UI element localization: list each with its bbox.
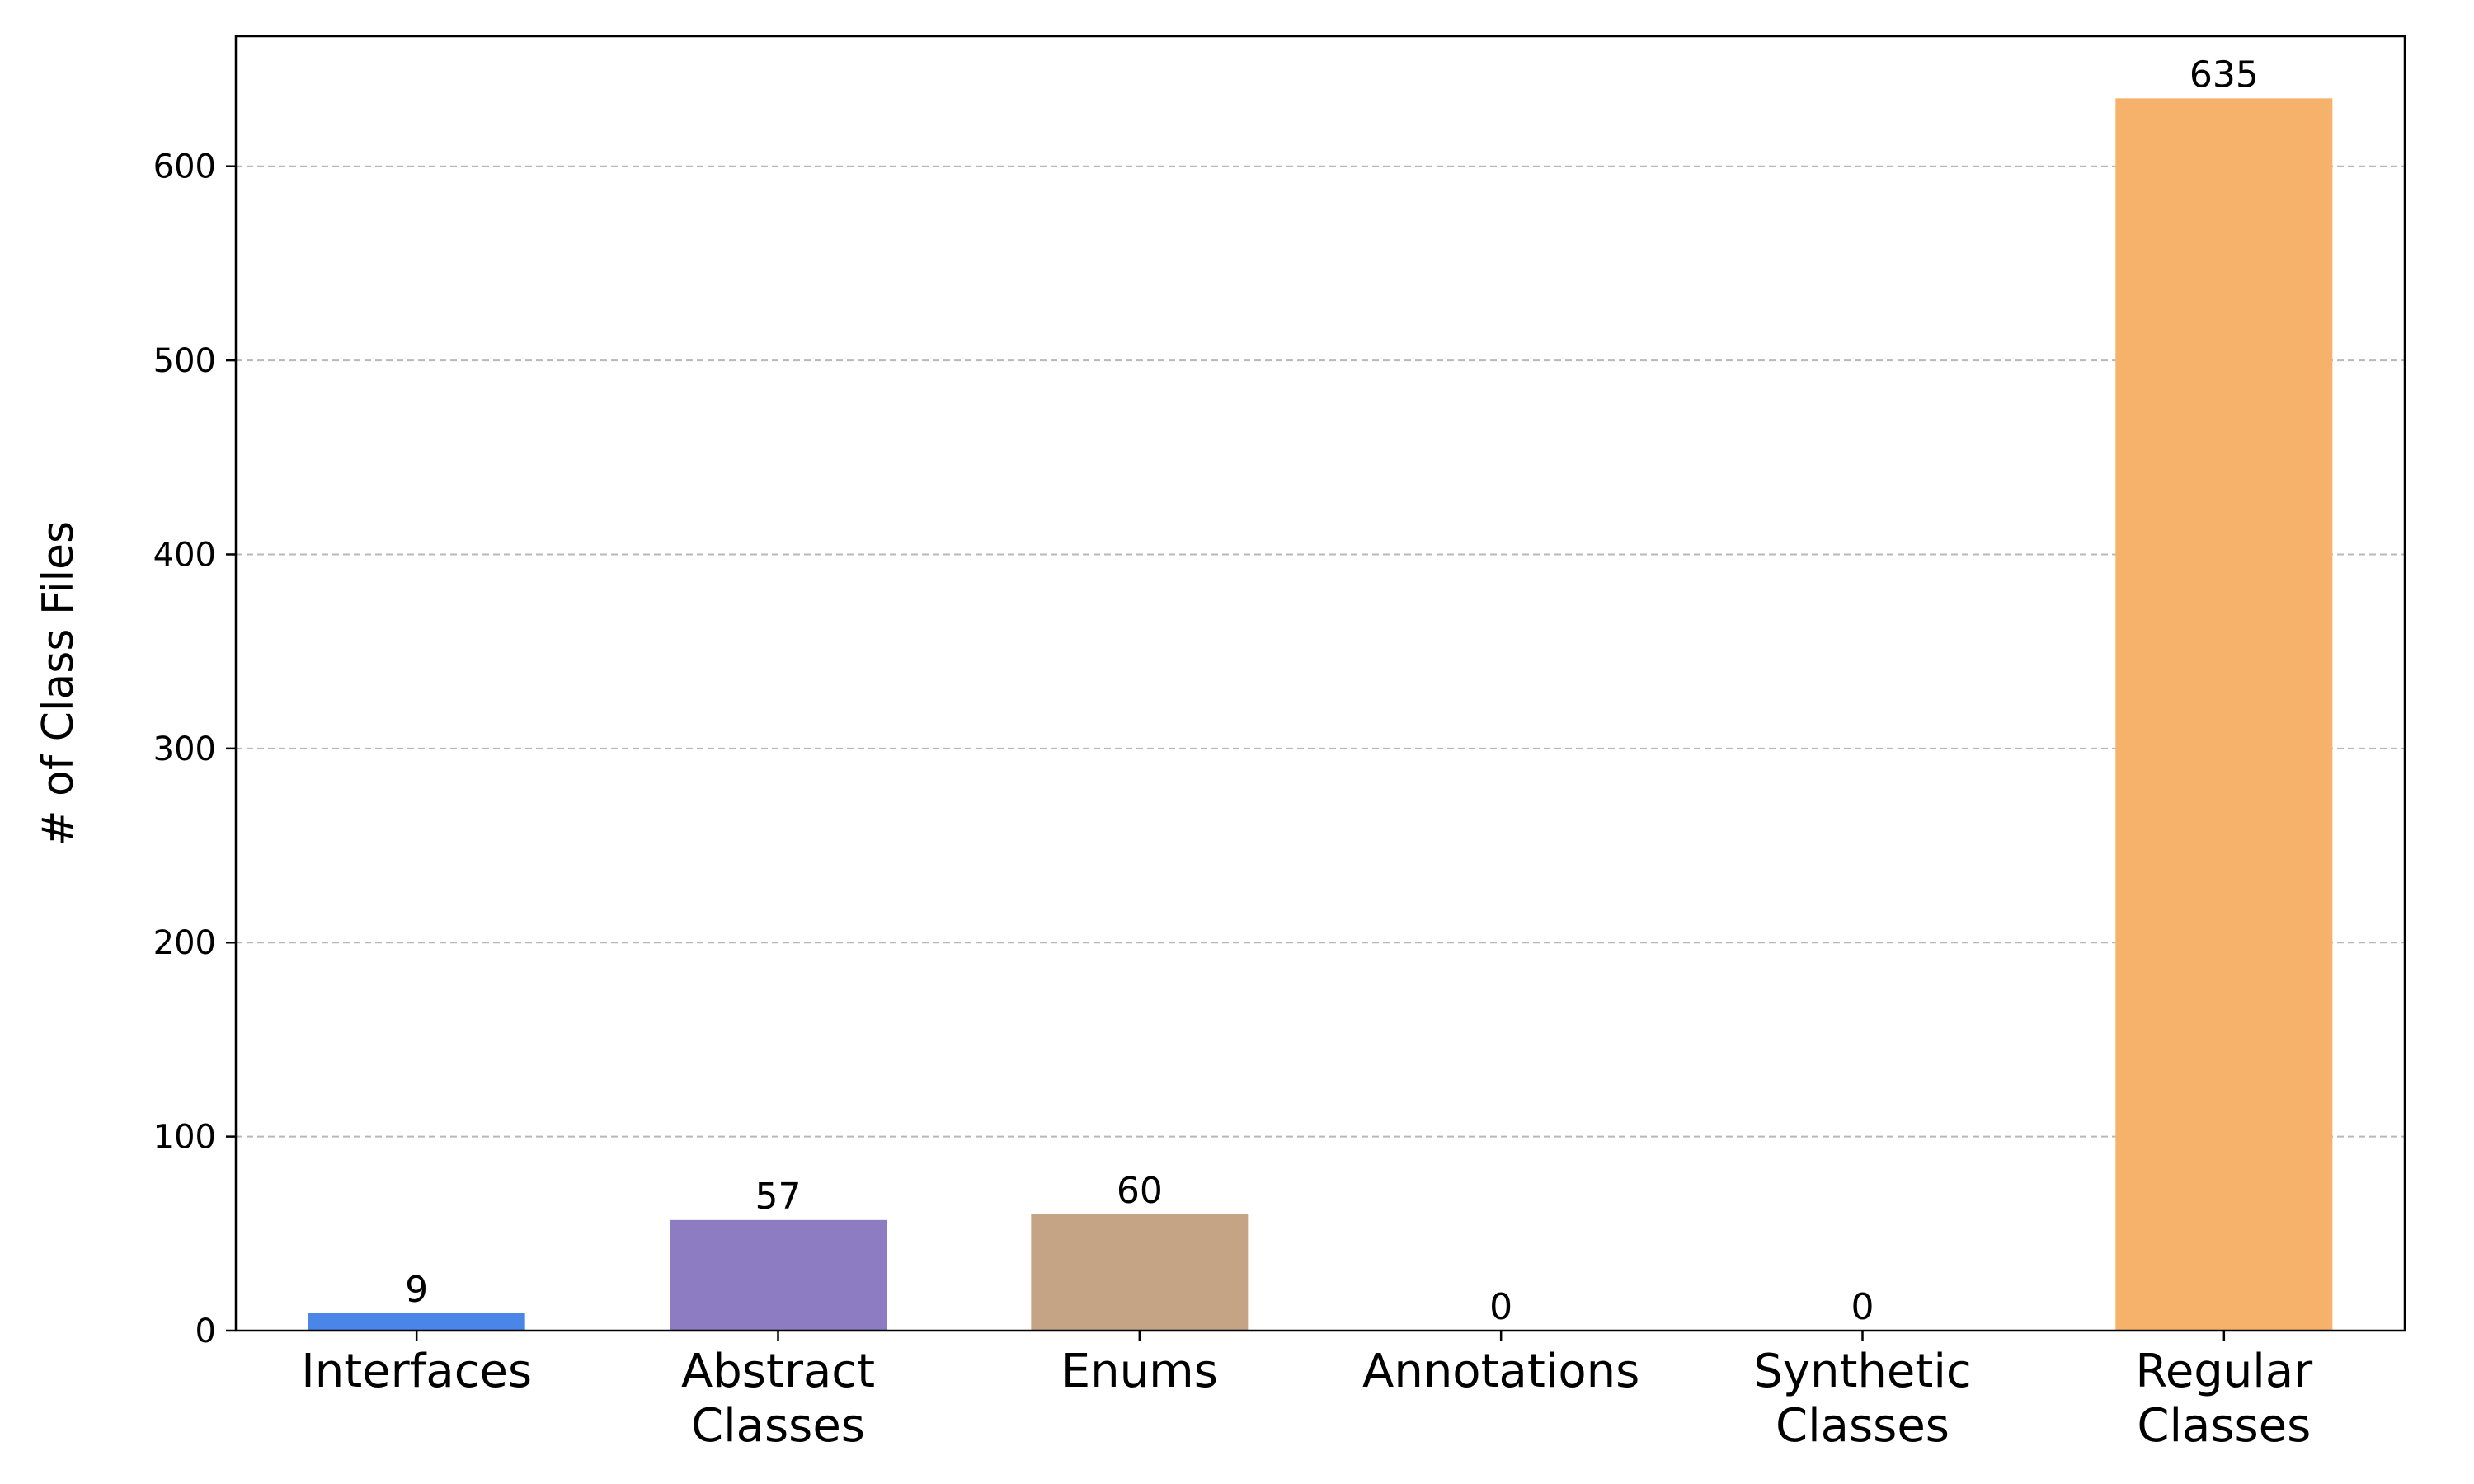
bar [670,1219,887,1331]
bar-value-label: 9 [405,1269,428,1311]
x-tick-label: Classes [2137,1399,2311,1453]
y-axis-title: # of Class Files [34,521,83,846]
bar [308,1313,525,1331]
y-tick-label: 300 [153,730,216,768]
y-tick-label: 0 [195,1313,216,1350]
y-tick-label: 600 [153,148,216,186]
x-tick-label: Synthetic [1753,1345,1971,1398]
bar-value-label: 635 [2189,54,2259,96]
y-tick-label: 100 [153,1119,216,1157]
x-tick-label: Abstract [681,1345,875,1398]
x-tick-label: Classes [1776,1399,1950,1453]
plot-frame [234,35,2406,1332]
x-tick-label: Enums [1061,1345,1218,1398]
y-gridlines [236,165,2405,1138]
bars [308,98,2333,1331]
bar-value-label: 60 [1117,1170,1163,1212]
y-tick-label: 400 [153,536,216,574]
x-tick-label: Regular [2135,1345,2313,1398]
x-tick-label: Interfaces [301,1345,532,1398]
bar [1031,1214,1249,1331]
bar-value-label: 0 [1851,1286,1874,1328]
x-tick-label: Annotations [1362,1345,1639,1398]
y-tick-label: 500 [153,342,216,380]
x-tick-label: Classes [691,1399,865,1453]
bar-value-label: 57 [755,1176,802,1218]
bar-value-label: 0 [1489,1286,1512,1328]
y-tick-label: 200 [153,924,216,962]
bar-value-labels: 9 57 60 0 0 635 [405,54,2259,1328]
y-axis-ticks: 0 100 200 300 400 500 600 [153,148,236,1350]
bar [2115,98,2333,1331]
